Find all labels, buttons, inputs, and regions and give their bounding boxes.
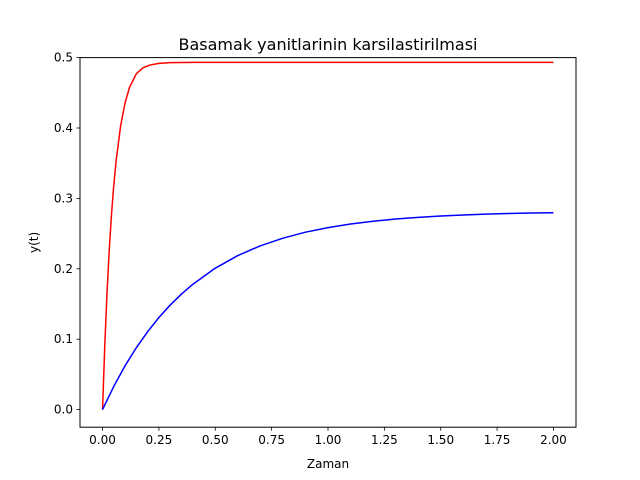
y-tick-label: 0.4 xyxy=(54,121,73,135)
x-tick-label: 0.25 xyxy=(146,433,173,447)
x-tick-label: 2.00 xyxy=(540,433,567,447)
x-axis-label: Zaman xyxy=(307,457,349,471)
series-line-1 xyxy=(101,61,554,410)
x-tick-label: 1.00 xyxy=(315,433,342,447)
y-tick-label: 0.1 xyxy=(54,332,73,346)
x-tick-label: 0.50 xyxy=(202,433,229,447)
x-axis: 0.00 0.25 0.50 0.75 1.00 1.25 1.50 1.75 2.00 xyxy=(89,427,567,447)
series-line-2 xyxy=(101,211,554,410)
y-tick-label: 0.2 xyxy=(54,262,73,276)
x-tick-label: 0.00 xyxy=(89,433,116,447)
chart-title: Basamak yanitlarinin karsilastirilmasi xyxy=(179,35,478,54)
x-tick-label: 1.75 xyxy=(484,433,511,447)
y-axis-label: y(t) xyxy=(27,232,41,253)
y-tick-label: 0.3 xyxy=(54,191,73,205)
y-tick-label: 0.5 xyxy=(54,51,73,65)
x-tick-label: 0.75 xyxy=(258,433,285,447)
series-layer xyxy=(101,61,554,410)
x-tick-label: 1.25 xyxy=(371,433,398,447)
x-tick-label: 1.50 xyxy=(427,433,454,447)
y-tick-label: 0.0 xyxy=(54,403,73,417)
y-axis: 0.0 0.1 0.2 0.3 0.4 0.5 xyxy=(54,51,80,417)
